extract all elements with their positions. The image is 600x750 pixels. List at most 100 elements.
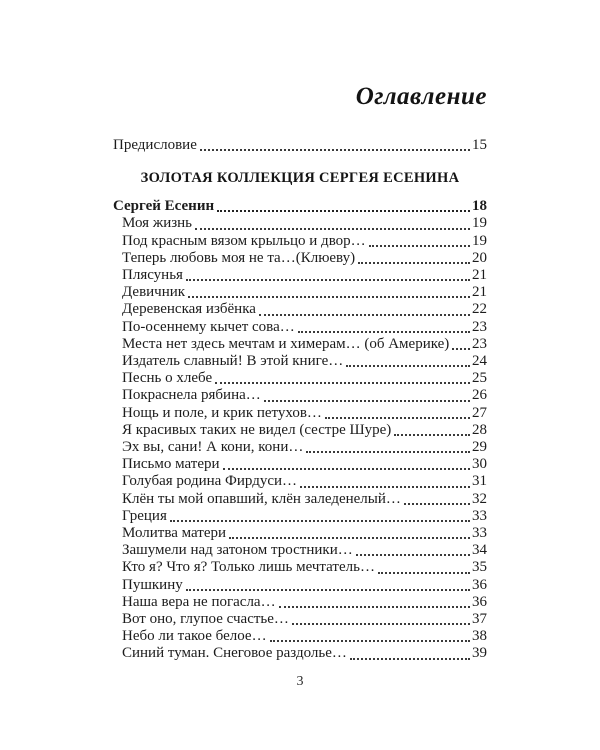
- toc-entry-page: 22: [472, 301, 487, 318]
- toc-leader-dots: [199, 149, 470, 152]
- toc-leader-dots: [291, 623, 470, 626]
- toc-entry: Наша вера не погасла… 36: [113, 594, 487, 611]
- toc-entry-title: Вот оно, глупое счастье…: [122, 611, 289, 628]
- toc-leader-dots: [358, 262, 470, 265]
- toc-entry: Кто я? Что я? Только лишь мечтатель… 35: [113, 559, 487, 576]
- toc-leader-dots: [217, 210, 470, 213]
- toc-leader-dots: [349, 657, 470, 660]
- toc-entry-title: Плясунья: [122, 267, 183, 284]
- toc-entry: Плясунья 21: [113, 267, 487, 284]
- toc-entry-page: 34: [472, 542, 487, 559]
- toc-entry-title: По-осеннему кычет сова…: [122, 318, 295, 335]
- toc-entry: Письмо матери 30: [113, 456, 487, 473]
- toc-entry-page: 21: [472, 284, 487, 301]
- toc-leader-dots: [300, 485, 470, 488]
- toc-leader-dots: [346, 365, 470, 368]
- toc-entry-title: Наша вера не погасла…: [122, 593, 276, 610]
- toc-entry-title: Пушкину: [122, 576, 183, 593]
- toc-leader-dots: [297, 330, 470, 333]
- toc-entry: Голубая родина Фирдуси… 31: [113, 473, 487, 490]
- toc-entry: Греция 33: [113, 508, 487, 525]
- toc-entry-page: 28: [472, 421, 487, 438]
- toc-entry-page: 37: [472, 611, 487, 628]
- section-header: ЗОЛОТАЯ КОЛЛЕКЦИЯ СЕРГЕЯ ЕСЕНИНА: [140, 170, 460, 187]
- toc-leader-dots: [452, 348, 470, 351]
- toc-entry-page: 21: [472, 267, 487, 284]
- toc-leader-dots: [215, 382, 470, 385]
- toc-entry-title: Зашумели над затоном тростники…: [122, 542, 353, 559]
- page-number-footer: 3: [296, 674, 304, 689]
- toc-entry-page: 23: [472, 335, 487, 352]
- toc-entry: Я красивых таких не видел (сестре Шуре) 2…: [113, 422, 487, 439]
- toc-entry-title: Я красивых таких не видел (сестре Шуре): [122, 421, 392, 438]
- toc-entry-page: 33: [472, 525, 487, 542]
- toc-entry-title: Теперь любовь моя не та…(Клюеву): [122, 249, 356, 266]
- toc-entry-page: 39: [472, 645, 487, 662]
- toc-leader-dots: [403, 502, 470, 505]
- toc-entry-title: Молитва матери: [122, 525, 227, 542]
- toc-entry: Эх вы, сани! А кони, кони… 29: [113, 439, 487, 456]
- toc-entry: Вот оно, глупое счастье… 37: [113, 611, 487, 628]
- toc-entry-title: Голубая родина Фирдуси…: [122, 473, 298, 490]
- toc-entry: Пушкину 36: [113, 577, 487, 594]
- toc-leader-dots: [185, 588, 470, 591]
- toc-entry-page: 25: [472, 370, 487, 387]
- toc-entry: Зашумели над затоном тростники… 34: [113, 542, 487, 559]
- toc-entry: Моя жизнь 19: [113, 215, 487, 232]
- toc-leader-dots: [195, 227, 470, 230]
- toc-entry: Девичник 21: [113, 284, 487, 301]
- toc-entry-page: 30: [472, 456, 487, 473]
- toc-leader-dots: [269, 640, 470, 643]
- toc-entry: Молитва матери 33: [113, 525, 487, 542]
- toc-entry-page: 31: [472, 473, 487, 490]
- toc-entry: Клён ты мой опавший, клён заледенелый… 32: [113, 491, 487, 508]
- toc-entry-title: Предисловие: [113, 137, 197, 153]
- toc-leader-dots: [324, 416, 470, 419]
- toc-entry-page: 26: [472, 387, 487, 404]
- toc-leader-dots: [355, 554, 470, 557]
- toc-leader-dots: [278, 606, 470, 609]
- toc-entry-page: 32: [472, 490, 487, 507]
- toc-leader-dots: [169, 520, 470, 523]
- toc-entry-page: 19: [472, 232, 487, 249]
- toc-entry-title: Эх вы, сани! А кони, кони…: [122, 439, 304, 456]
- toc-entry-title: Моя жизнь: [122, 215, 193, 232]
- toc-entry-title: Сергей Есенин: [113, 198, 215, 215]
- toc-entry-author: Сергей Есенин 18: [113, 198, 487, 215]
- toc-entries: Моя жизнь 19 Под красным вязом крыльцо и д…: [113, 215, 487, 662]
- toc-leader-dots: [258, 313, 470, 316]
- toc-entry-title: Синий туман. Снеговое раздолье…: [122, 645, 347, 662]
- toc-leader-dots: [188, 296, 470, 299]
- toc-entry-title: Деревенская избёнка: [122, 301, 256, 318]
- toc-entry-title: Кто я? Что я? Только лишь мечтатель…: [122, 559, 375, 576]
- toc-entry-page: 33: [472, 507, 487, 524]
- page-title: Оглавление: [355, 83, 487, 110]
- toc-entry-title: Клён ты мой опавший, клён заледенелый…: [122, 490, 401, 507]
- toc-leader-dots: [222, 468, 470, 471]
- toc-entry-title: Издатель славный! В этой книге…: [122, 353, 344, 370]
- toc-entry-page: 36: [472, 593, 487, 610]
- toc-entry-page: 15: [472, 137, 487, 153]
- toc-entry-title: Девичник: [122, 284, 186, 301]
- toc-entry-title: Греция: [122, 507, 167, 524]
- toc-entry-page: 20: [472, 249, 487, 266]
- toc-entry-title: Песнь о хлебе: [122, 370, 213, 387]
- toc-entry: Под красным вязом крыльцо и двор… 19: [113, 233, 487, 250]
- toc-entry: Покраснела рябина… 26: [113, 387, 487, 404]
- toc-entry: Песнь о хлебе 25: [113, 370, 487, 387]
- toc-entry-page: 24: [472, 353, 487, 370]
- toc-entry-title: Небо ли такое белое…: [122, 628, 267, 645]
- toc-entry-page: 38: [472, 628, 487, 645]
- toc-entry-page: 29: [472, 439, 487, 456]
- toc-entry: Небо ли такое белое… 38: [113, 628, 487, 645]
- toc-entry-title: Под красным вязом крыльцо и двор…: [122, 232, 366, 249]
- toc-entry: Теперь любовь моя не та…(Клюеву) 20: [113, 250, 487, 267]
- table-of-contents: Предисловие 15 ЗОЛОТАЯ КОЛЛЕКЦИЯ СЕРГЕЯ …: [113, 137, 487, 663]
- toc-entry-page: 23: [472, 318, 487, 335]
- toc-entry-page: 27: [472, 404, 487, 421]
- toc-entry-title: Нощь и поле, и крик петухов…: [122, 404, 322, 421]
- toc-entry-page: 19: [472, 215, 487, 232]
- toc-leader-dots: [368, 244, 470, 247]
- toc-entry: Издатель славный! В этой книге… 24: [113, 353, 487, 370]
